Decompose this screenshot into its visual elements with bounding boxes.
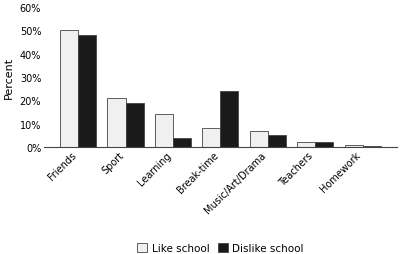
Bar — [78, 36, 96, 147]
Bar — [315, 143, 333, 147]
Bar — [155, 115, 173, 147]
Y-axis label: Percent: Percent — [4, 57, 14, 99]
Bar — [345, 145, 363, 147]
Bar — [268, 136, 286, 147]
Bar — [126, 103, 144, 147]
Bar — [297, 143, 315, 147]
Bar — [250, 131, 268, 147]
Bar — [173, 138, 191, 147]
Legend: Like school, Dislike school: Like school, Dislike school — [133, 239, 308, 254]
Bar — [203, 129, 221, 147]
Bar — [221, 92, 239, 147]
Bar — [60, 31, 78, 147]
Bar — [107, 99, 126, 147]
Bar — [363, 146, 381, 147]
